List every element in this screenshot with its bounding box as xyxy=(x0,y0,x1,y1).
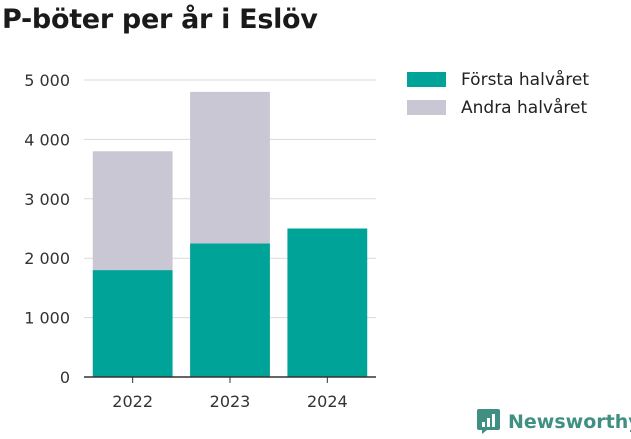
y-tick-label: 4 000 xyxy=(24,130,70,149)
legend-label: Andra halvåret xyxy=(461,97,587,118)
y-tick-label: 1 000 xyxy=(24,309,70,328)
legend-swatch-andra-halv-ret xyxy=(407,100,446,115)
newsworthy-logo-icon xyxy=(477,409,500,434)
bar-f-rsta-halv-ret-2024 xyxy=(287,228,368,377)
y-tick-label: 0 xyxy=(60,368,70,387)
x-tick-label: 2024 xyxy=(307,392,348,411)
x-tick-label: 2023 xyxy=(210,392,251,411)
bar-f-rsta-halv-ret-2023 xyxy=(190,243,270,377)
legend-swatch-f-rsta-halv-ret xyxy=(407,72,446,87)
brand-name: Newsworthy xyxy=(508,410,631,433)
legend-label: Första halvåret xyxy=(461,69,589,90)
chart-title: P-böter per år i Eslöv xyxy=(2,4,318,35)
y-tick-label: 5 000 xyxy=(24,71,70,90)
bar-andra-halv-ret-2023 xyxy=(190,91,270,244)
bar-andra-halv-ret-2022 xyxy=(92,151,173,271)
y-tick-label: 3 000 xyxy=(24,190,70,209)
newsworthy-brand: Newsworthy xyxy=(476,408,631,435)
y-tick-label: 2 000 xyxy=(24,249,70,268)
x-tick-label: 2022 xyxy=(112,392,153,411)
bar-f-rsta-halv-ret-2022 xyxy=(92,270,173,377)
